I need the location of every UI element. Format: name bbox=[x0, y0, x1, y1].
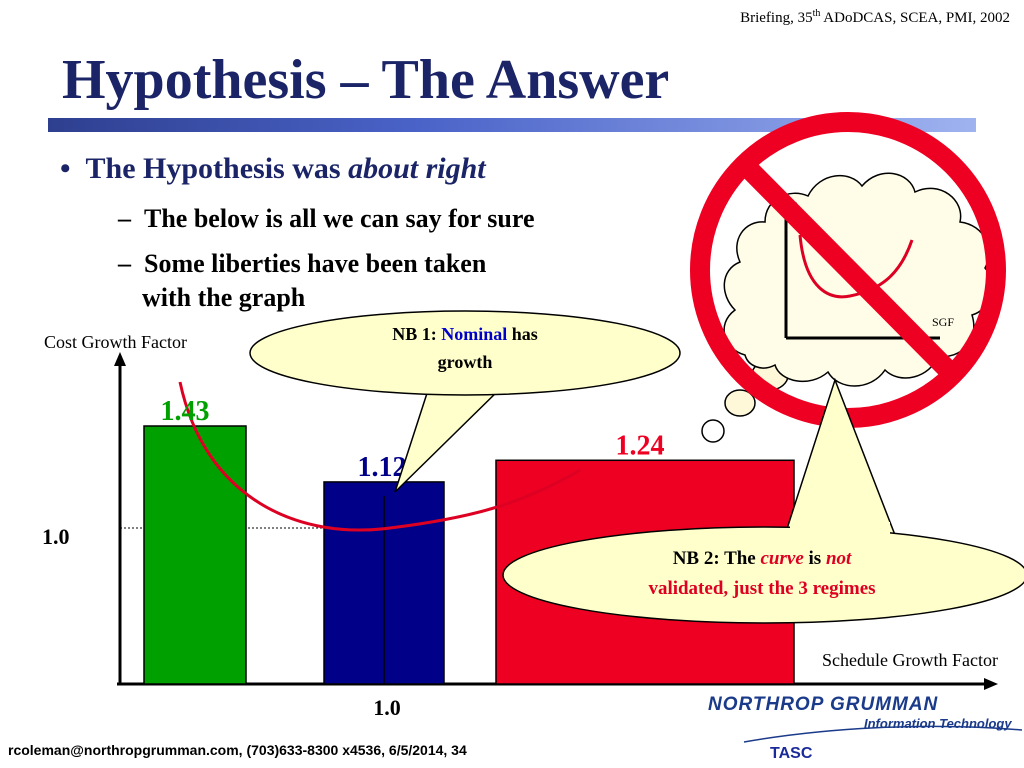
logo-swoosh bbox=[743, 725, 1023, 743]
nb1-text-line1: NB 1: Nominal has bbox=[392, 324, 538, 344]
northrop-grumman-logo: NORTHROP GRUMMAN Information Technology … bbox=[708, 694, 1023, 762]
footer-text: rcoleman@northropgrumman.com, (703)633-8… bbox=[8, 742, 467, 758]
no-sign-thought-bubble: CGF SGF bbox=[690, 112, 1006, 443]
thought-dot-small bbox=[701, 419, 725, 443]
nb1-bubble bbox=[249, 310, 681, 396]
logo-line2: Information Technology bbox=[864, 716, 1012, 731]
mini-curve bbox=[798, 234, 914, 299]
briefing-header: Briefing, 35th ADoDCAS, SCEA, PMI, 2002 bbox=[740, 8, 1010, 26]
bullet-main: • The Hypothesis was about right bbox=[60, 152, 486, 185]
bar-value-label-1: 1.43 bbox=[161, 396, 210, 427]
x-axis-arrow bbox=[984, 678, 998, 690]
thought-dot-medium bbox=[724, 389, 756, 417]
bar-value-label-2: 1.12 bbox=[358, 452, 407, 483]
logo-tasc: TASC bbox=[770, 745, 813, 762]
nb2-text-line1: NB 2: The curve is not bbox=[673, 548, 852, 569]
x-reference-label: 1.0 bbox=[373, 695, 401, 720]
y-axis-label: Cost Growth Factor bbox=[44, 332, 187, 352]
bar-value-label-3: 1.24 bbox=[616, 430, 665, 461]
nb2-bubble bbox=[502, 526, 1024, 624]
bar-label-group: 1.43 1.12 1.24 bbox=[161, 396, 665, 483]
sub-bullet-2: – Some liberties have been taken bbox=[118, 249, 487, 278]
nb2-text-line2: validated, just the 3 regimes bbox=[648, 578, 875, 599]
x-axis-label: Schedule Growth Factor bbox=[822, 650, 998, 670]
nb2-joint-cover bbox=[790, 522, 890, 536]
no-sign-slash bbox=[737, 157, 961, 383]
mini-x-label: SGF bbox=[932, 315, 954, 329]
logo-line1: NORTHROP GRUMMAN bbox=[708, 694, 939, 715]
nb2-callout: NB 2: The curve is not validated, just t… bbox=[502, 377, 1024, 624]
nb1-text-line2: growth bbox=[438, 352, 493, 372]
page-title: Hypothesis – The Answer bbox=[62, 49, 670, 111]
nb1-callout: NB 1: Nominal has growth bbox=[249, 310, 681, 493]
y-axis-arrow bbox=[114, 352, 126, 366]
nb1-joint-cover bbox=[415, 380, 515, 392]
nb1-pointer bbox=[394, 383, 507, 493]
title-underline bbox=[48, 118, 976, 132]
y-reference-label: 1.0 bbox=[42, 524, 70, 549]
bar-1 bbox=[143, 425, 247, 685]
sub-bullet-1: – The below is all we can say for sure bbox=[118, 204, 535, 233]
sub-bullet-2-line2: with the graph bbox=[142, 283, 306, 312]
growth-curve bbox=[178, 381, 581, 532]
